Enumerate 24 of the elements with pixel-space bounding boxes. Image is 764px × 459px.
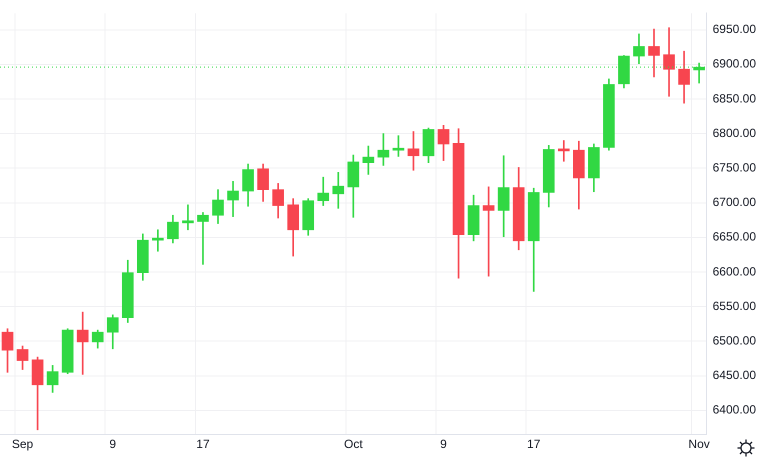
y-tick-label: 6450.00 [712, 368, 756, 382]
y-tick-label: 6850.00 [712, 91, 756, 106]
x-tick-label: Nov [688, 437, 710, 452]
candlestick [648, 28, 660, 78]
y-tick-label: 6500.00 [712, 334, 756, 348]
x-tick-label: 9 [440, 437, 448, 452]
candlestick [182, 204, 194, 230]
candlestick [663, 27, 675, 97]
x-tick-label: Sep [12, 437, 34, 452]
y-tick-label: 6750.00 [712, 160, 756, 175]
y-tick-label: 6900.00 [712, 56, 756, 71]
x-tick-label: Oct [344, 437, 364, 452]
x-tick-label: 17 [196, 437, 210, 452]
y-tick-label: 6800.00 [712, 126, 756, 140]
y-tick-label: 6600.00 [712, 264, 756, 278]
candlestick [197, 212, 209, 265]
candlestick [408, 131, 420, 171]
y-tick-label: 6700.00 [712, 195, 756, 210]
y-tick-label: 6950.00 [712, 22, 756, 36]
y-tick-label: 6400.00 [712, 402, 756, 417]
x-tick-label: 17 [527, 437, 541, 452]
y-tick-label: 6650.00 [712, 230, 756, 244]
y-tick-label: 6550.00 [712, 298, 756, 313]
x-tick-label: 9 [109, 437, 116, 452]
